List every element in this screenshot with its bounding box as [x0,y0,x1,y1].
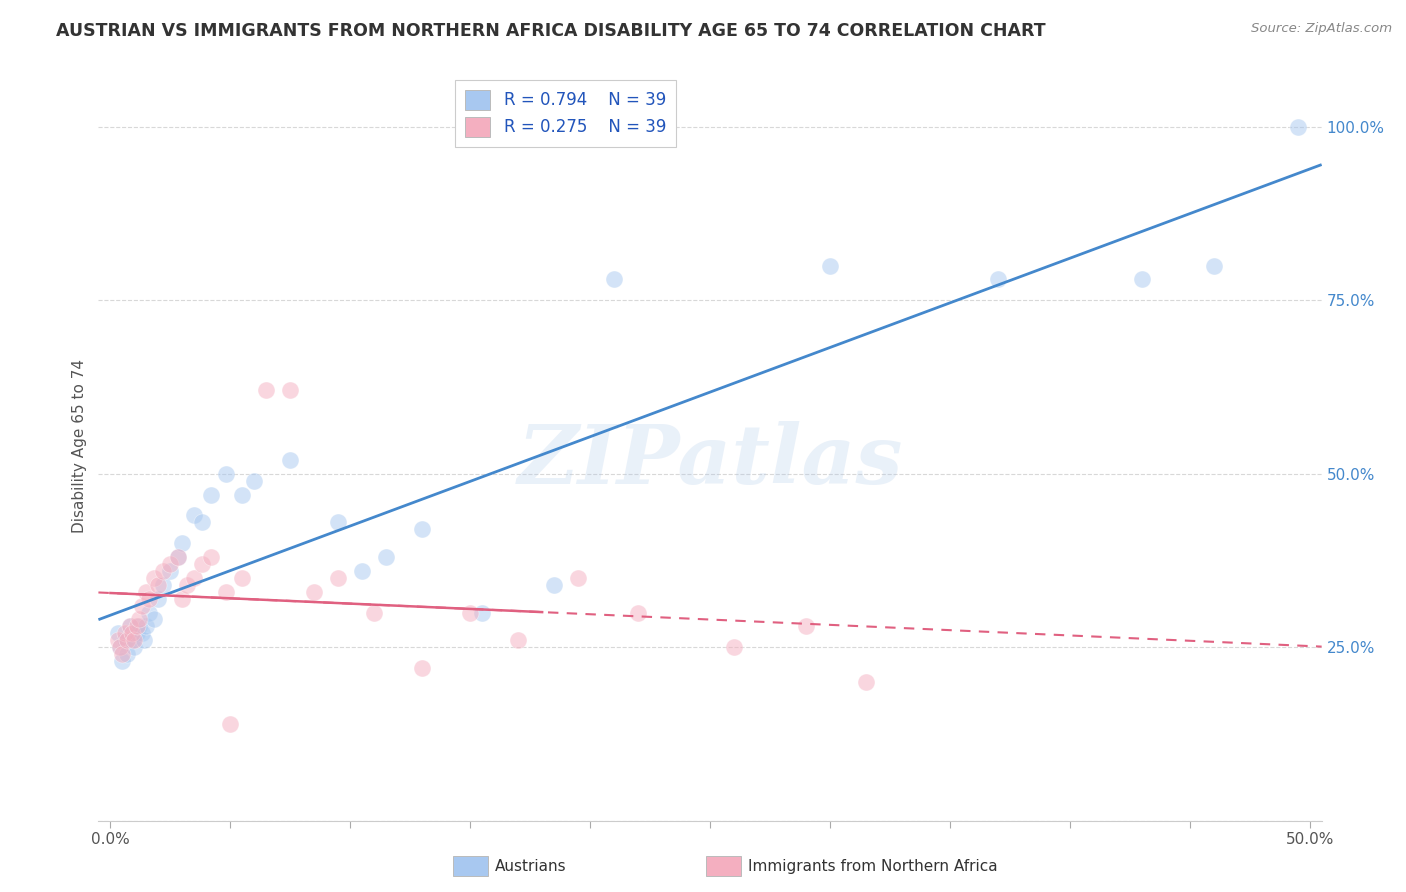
Point [254,384,277,398]
Point [411,522,433,536]
Point [176,578,198,592]
Point [125,626,148,640]
Point [135,619,157,633]
Point [278,384,301,398]
Point [200,487,222,501]
Point [121,626,143,640]
Point [135,584,157,599]
Point [1130,272,1153,286]
Point [231,571,253,585]
Point [142,612,165,626]
Point [124,633,146,648]
Point [214,467,236,481]
Point [152,578,174,592]
Point [107,633,129,648]
Point [111,654,134,668]
Point [363,606,385,620]
Point [352,564,374,578]
Point [172,591,194,606]
Point [125,619,148,633]
Point [543,578,565,592]
Y-axis label: Disability Age 65 to 74: Disability Age 65 to 74 [72,359,87,533]
Point [138,591,160,606]
Point [107,626,129,640]
Point [115,647,138,661]
Point [987,272,1010,286]
Text: ZIPatlas: ZIPatlas [517,421,903,501]
Point [108,640,131,655]
Point [115,633,138,648]
Point [603,272,626,286]
Point [304,584,326,599]
Point [183,571,205,585]
Point [508,633,530,648]
Point [723,640,745,655]
Point [278,453,301,467]
Point [243,474,266,488]
Point [818,259,841,273]
Point [159,564,181,578]
Point [231,487,253,501]
Point [328,516,350,530]
Text: Austrians: Austrians [495,859,567,873]
Point [121,633,143,648]
Text: Source: ZipAtlas.com: Source: ZipAtlas.com [1251,22,1392,36]
Point [627,606,650,620]
Point [114,633,136,648]
Point [124,640,146,655]
Point [111,647,134,661]
Point [190,557,212,571]
Point [411,661,433,675]
Point [142,571,165,585]
Point [200,549,222,564]
Point [567,571,589,585]
Point [159,557,181,571]
Point [1202,259,1225,273]
Point [375,549,398,564]
Point [1286,120,1309,134]
Point [131,599,153,613]
Point [190,516,212,530]
Point [458,606,481,620]
Point [471,606,494,620]
Point [855,674,877,689]
Point [128,612,150,626]
Point [172,536,194,550]
Point [131,626,153,640]
Point [114,626,136,640]
Point [214,584,236,599]
Legend: R = 0.794    N = 39, R = 0.275    N = 39: R = 0.794 N = 39, R = 0.275 N = 39 [456,79,676,147]
Text: AUSTRIAN VS IMMIGRANTS FROM NORTHERN AFRICA DISABILITY AGE 65 TO 74 CORRELATION : AUSTRIAN VS IMMIGRANTS FROM NORTHERN AFR… [56,22,1046,40]
Point [183,508,205,523]
Point [166,549,188,564]
Point [794,619,817,633]
Point [108,640,131,655]
Point [148,591,170,606]
Point [118,619,141,633]
Point [118,619,141,633]
Point [128,619,150,633]
Point [328,571,350,585]
Point [219,716,242,731]
Point [132,633,155,648]
Point [166,549,188,564]
Text: Immigrants from Northern Africa: Immigrants from Northern Africa [748,859,998,873]
Point [152,564,174,578]
Point [148,578,170,592]
Point [138,606,160,620]
